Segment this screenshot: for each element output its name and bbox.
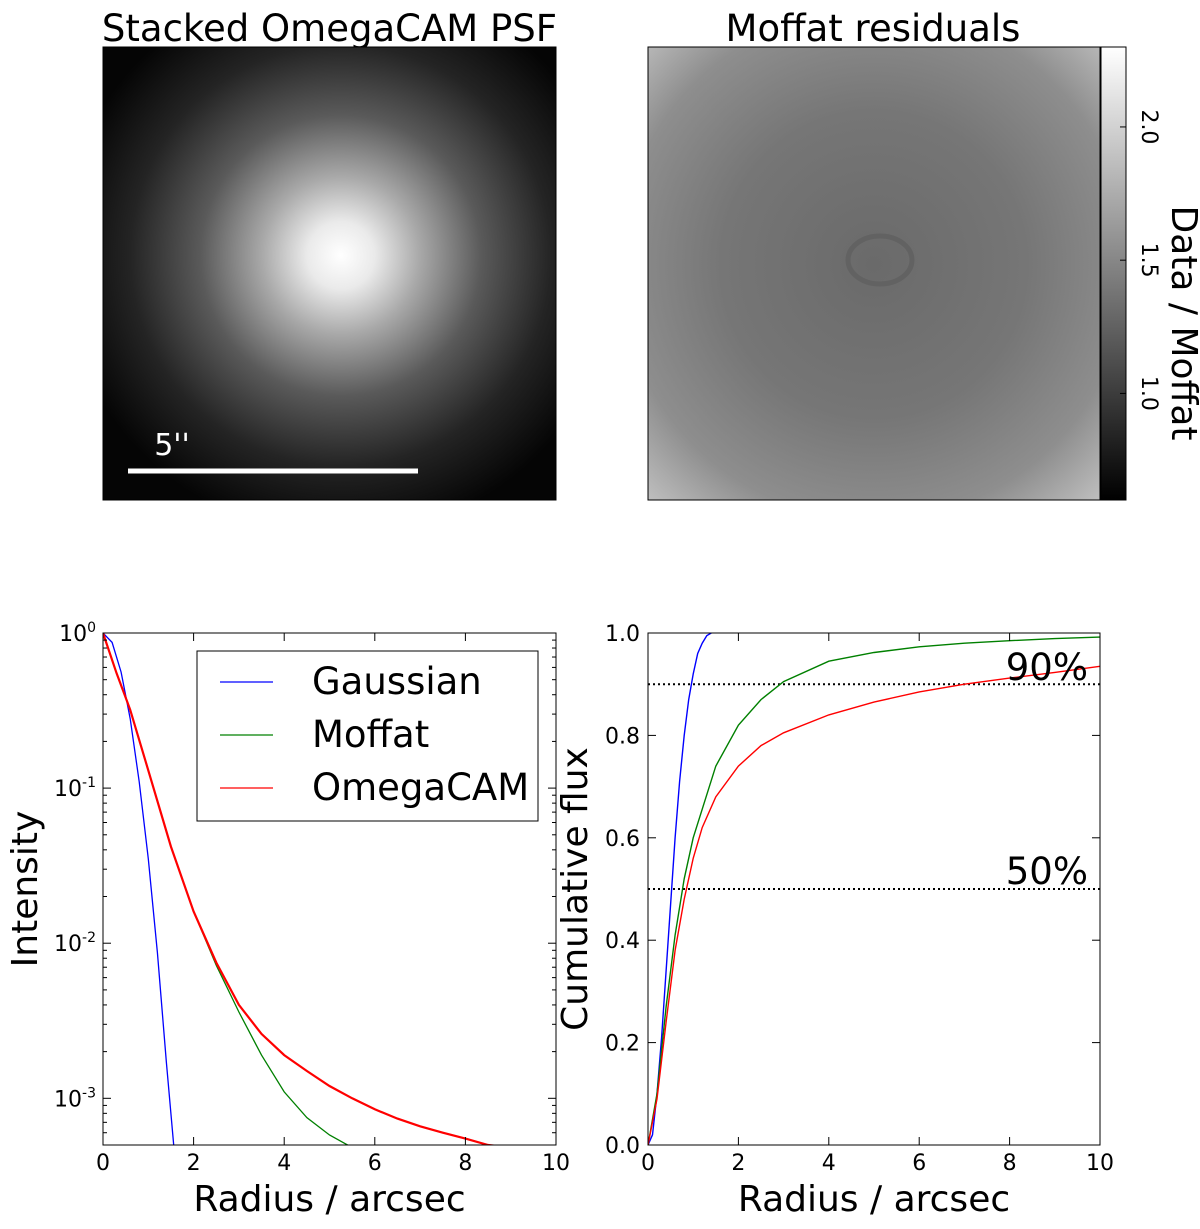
x-tick-label: 2	[187, 1151, 201, 1176]
y-tick-label: 10-1	[54, 775, 96, 802]
radial-profile-ticks: 0 2 4 6 8 10 100 10-1 10-2 10-3	[54, 620, 570, 1176]
x-tick-label: 2	[731, 1151, 745, 1176]
cumulative-flux-panel: 0 2 4 6 8 10 0.0 0.2 0.4 0.6 0.8 1.0 Radius / arcse…	[555, 622, 1114, 1220]
x-tick-label: 0	[641, 1151, 655, 1176]
residual-ring	[845, 233, 915, 287]
residual-map-panel: Moffat residuals 1.0 1.5 2.0 Data / Moffat	[647, 7, 1200, 501]
y-tick-label: 0.6	[605, 827, 640, 852]
residual-map	[647, 46, 1101, 501]
x-tick-label: 8	[458, 1151, 472, 1176]
y-tick-label: 1.0	[605, 622, 640, 647]
x-tick-label: 4	[822, 1151, 836, 1176]
radial-profile-frame	[102, 632, 557, 1146]
cumulative-flux-lines	[648, 633, 1100, 1145]
colorbar-tick-label: 1.5	[1136, 243, 1161, 278]
colorbar-tick-label: 2.0	[1136, 109, 1161, 144]
series-line-gaussian	[103, 633, 175, 1145]
scale-bar-label: 5''	[154, 428, 190, 463]
cumulative-series-line	[648, 665, 1100, 1145]
cumulative-flux-ylabel: Cumulative flux	[555, 747, 596, 1031]
legend-box	[196, 650, 539, 822]
cumulative-flux-frame	[647, 632, 1101, 1146]
radial-profile-panel: 0 2 4 6 8 10 100 10-1 10-2 10-3 Radius / arcsec I…	[5, 620, 570, 1220]
residual-map-title: Moffat residuals	[726, 7, 1021, 50]
x-tick-label: 10	[1086, 1151, 1114, 1176]
annotation-90: 90%	[1006, 646, 1088, 689]
colorbar-label: Data / Moffat	[1163, 205, 1200, 440]
y-tick-label: 0.0	[605, 1134, 640, 1159]
radial-profile-lines	[103, 633, 499, 1145]
y-tick-label: 10-3	[54, 1085, 96, 1112]
x-tick-label: 0	[96, 1151, 110, 1176]
radial-profile-ylabel: Intensity	[5, 811, 46, 968]
x-tick-label: 8	[1003, 1151, 1017, 1176]
legend-label-moffat: Moffat	[312, 713, 429, 756]
y-tick-label: 100	[59, 620, 96, 647]
legend-label-omegacam: OmegaCAM	[312, 766, 529, 809]
y-tick-label: 0.4	[605, 929, 640, 954]
legend: Gaussian Moffat OmegaCAM	[196, 650, 539, 822]
x-tick-label: 6	[912, 1151, 926, 1176]
psf-image-panel: Stacked OmegaCAM PSF 5''	[102, 7, 557, 501]
legend-label-gaussian: Gaussian	[312, 660, 482, 703]
x-tick-label: 10	[542, 1151, 570, 1176]
y-tick-label: 0.8	[605, 724, 640, 749]
psf-image-title: Stacked OmegaCAM PSF	[102, 7, 557, 50]
colorbar-ticks: 1.0 1.5 2.0	[1120, 109, 1161, 411]
cumulative-flux-ticks: 0 2 4 6 8 10 0.0 0.2 0.4 0.6 0.8 1.0	[605, 622, 1114, 1176]
radial-profile-xlabel: Radius / arcsec	[193, 1179, 465, 1220]
colorbar	[1100, 46, 1127, 501]
reference-lines	[648, 683, 1100, 890]
x-tick-label: 4	[277, 1151, 291, 1176]
x-tick-label: 6	[368, 1151, 382, 1176]
psf-image	[102, 46, 557, 501]
y-tick-label: 0.2	[605, 1032, 640, 1057]
cumulative-flux-xlabel: Radius / arcsec	[738, 1179, 1010, 1220]
annotation-50: 50%	[1006, 850, 1088, 893]
y-tick-label: 10-2	[54, 930, 96, 957]
colorbar-tick-label: 1.0	[1136, 376, 1161, 411]
cumulative-series-line	[648, 636, 1100, 1145]
series-line-omegacam	[103, 633, 499, 1145]
